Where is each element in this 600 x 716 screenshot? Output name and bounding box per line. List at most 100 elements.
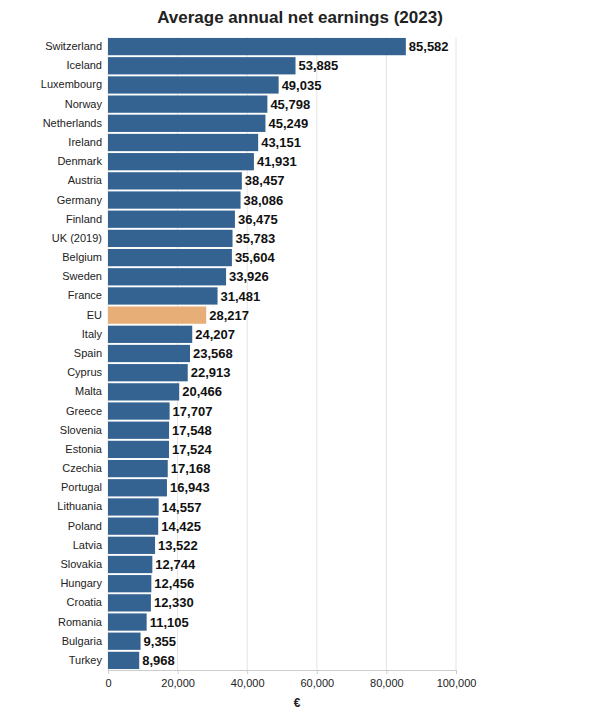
bar: [108, 134, 258, 151]
data-label: 31,481: [221, 289, 261, 304]
y-tick: Greece: [66, 405, 108, 417]
data-label: 43,151: [261, 135, 301, 150]
y-tick: Malta: [75, 385, 108, 397]
chart: Average annual net earnings (2023)85,582…: [0, 0, 600, 716]
data-label: 17,707: [173, 404, 213, 419]
y-tick-label: Poland: [68, 520, 102, 532]
data-label: 45,249: [268, 116, 308, 131]
data-label: 35,783: [236, 231, 276, 246]
y-tick: UK (2019): [52, 232, 108, 244]
y-tick-label: Norway: [65, 98, 103, 110]
bar: [108, 613, 147, 630]
data-label: 17,548: [172, 423, 212, 438]
y-tick-label: Slovakia: [60, 558, 102, 570]
x-tick-mark: [456, 670, 457, 674]
y-tick: Norway: [65, 98, 108, 110]
data-label: 24,207: [195, 327, 235, 342]
x-tick: 100,000: [437, 670, 477, 689]
bar: [108, 172, 242, 189]
data-label: 12,456: [154, 576, 194, 591]
data-label: 33,926: [229, 269, 269, 284]
y-tick: Ireland: [68, 136, 108, 148]
x-tick: 80,000: [370, 670, 404, 689]
data-label: 35,604: [235, 250, 276, 265]
bars: [108, 38, 406, 669]
x-tick-mark: [317, 670, 318, 674]
y-tick: Poland: [68, 520, 108, 532]
y-tick-label: Malta: [75, 385, 103, 397]
data-label: 12,744: [155, 557, 196, 572]
bar: [108, 364, 188, 381]
bar: [108, 479, 167, 496]
data-label: 45,798: [270, 97, 310, 112]
y-tick-label: Lithuania: [57, 500, 103, 512]
y-tick: Hungary: [60, 577, 108, 589]
bar: [108, 249, 232, 266]
bar: [108, 575, 151, 592]
data-label: 16,943: [170, 480, 210, 495]
x-tick: 60,000: [300, 670, 334, 689]
y-tick-label: Sweden: [62, 270, 102, 282]
data-label: 23,568: [193, 346, 233, 361]
y-tick-label: Czechia: [62, 462, 103, 474]
y-tick: Netherlands: [43, 117, 108, 129]
x-axis: 020,00040,00060,00080,000100,000: [105, 670, 476, 689]
y-tick: Switzerland: [45, 40, 108, 52]
grid: [108, 37, 456, 670]
bar: [108, 441, 169, 458]
data-label: 14,557: [162, 500, 202, 515]
y-axis: Switzerland Iceland Luxembourg Norway Nether…: [41, 38, 109, 671]
bar: [108, 268, 226, 285]
bar: [108, 307, 206, 324]
y-tick: Iceland: [67, 59, 108, 71]
data-label: 38,457: [245, 173, 285, 188]
bar: [108, 518, 158, 535]
grid-line: [456, 37, 457, 670]
title: Average annual net earnings (2023): [157, 8, 443, 27]
y-tick-label: Italy: [82, 328, 103, 340]
bar: [108, 383, 179, 400]
y-tick-label: Bulgaria: [62, 635, 103, 647]
data-label: 8,968: [142, 653, 175, 668]
y-tick: Slovenia: [60, 424, 108, 436]
y-tick-label: Luxembourg: [41, 78, 102, 90]
data-label: 11,105: [150, 615, 189, 630]
y-tick: Lithuania: [57, 500, 108, 512]
data-label: 17,168: [171, 461, 211, 476]
bar: [108, 498, 159, 515]
bar: [108, 556, 152, 573]
bar: [108, 96, 267, 113]
x-tick: 20,000: [161, 670, 195, 689]
bar: [108, 287, 218, 304]
data-label: 13,522: [158, 538, 198, 553]
x-tick-mark: [386, 670, 387, 674]
data-labels: 85,58253,88549,03545,79845,24943,15141,9…: [142, 39, 448, 668]
data-label: 9,355: [144, 634, 177, 649]
y-tick-label: France: [68, 289, 102, 301]
y-tick-label: Denmark: [57, 155, 102, 167]
y-tick-label: Turkey: [69, 654, 103, 666]
y-tick: Turkey: [69, 654, 108, 666]
y-axis-line: [108, 38, 109, 671]
y-tick-label: Hungary: [60, 577, 102, 589]
bar: [108, 652, 139, 669]
x-axis-title: €: [294, 696, 301, 710]
y-tick: Finland: [66, 213, 108, 225]
bar: [108, 38, 406, 55]
bar: [108, 460, 168, 477]
y-tick: Portugal: [61, 481, 108, 493]
x-tick-label: 20,000: [161, 677, 195, 689]
data-label: 36,475: [238, 212, 278, 227]
y-tick-label: Cyprus: [67, 366, 102, 378]
y-tick-label: Belgium: [62, 251, 102, 263]
x-tick-label: 40,000: [231, 677, 265, 689]
grid-line: [316, 37, 317, 670]
y-tick: Denmark: [57, 155, 108, 167]
x-tick-label: 100,000: [437, 677, 477, 689]
x-tick-label: 60,000: [300, 677, 334, 689]
bar: [108, 153, 254, 170]
y-tick-label: Greece: [66, 405, 102, 417]
y-tick: Austria: [68, 174, 108, 186]
bar: [108, 115, 265, 132]
y-tick-label: Croatia: [67, 596, 103, 608]
